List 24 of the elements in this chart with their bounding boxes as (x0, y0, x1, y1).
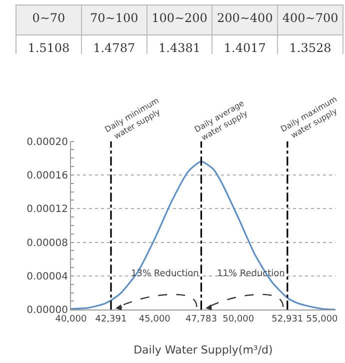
x-tick-label: 50,000 (222, 314, 254, 324)
x-tick-label: 40,000 (55, 314, 87, 324)
data-label: 1.5108 (28, 41, 70, 55)
data-label: 1.4017 (224, 41, 266, 55)
x-tick-label: 47,783 (185, 314, 217, 324)
category-label: 0~70 (32, 11, 66, 25)
y-tick-label: 0.00020 (26, 136, 68, 148)
category-label: 400~700 (282, 11, 338, 25)
data-label: 1.4787 (93, 41, 136, 55)
y-tick-label: 0.00016 (26, 170, 68, 182)
y-tick-label: 0.00012 (26, 204, 68, 216)
y-tick-label: 0.00000 (26, 305, 68, 316)
x-tick-label: 42,391 (95, 314, 127, 324)
x-tick-label: 52,931 (272, 314, 304, 324)
data-label: 1.4381 (158, 41, 200, 55)
x-axis-title: Daily Water Supply(m³/d) (134, 344, 273, 357)
category-label: 70~100 (90, 11, 138, 25)
y-tick-label: 0.00008 (26, 238, 68, 249)
x-tick-label: 55,000 (306, 314, 338, 324)
category-label: 100~200 (152, 11, 208, 25)
data-label: 1.3528 (289, 41, 332, 55)
category-label: 200~400 (216, 11, 273, 25)
x-tick-label: 45,000 (138, 314, 171, 324)
y-tick-label: 0.00004 (26, 271, 68, 282)
